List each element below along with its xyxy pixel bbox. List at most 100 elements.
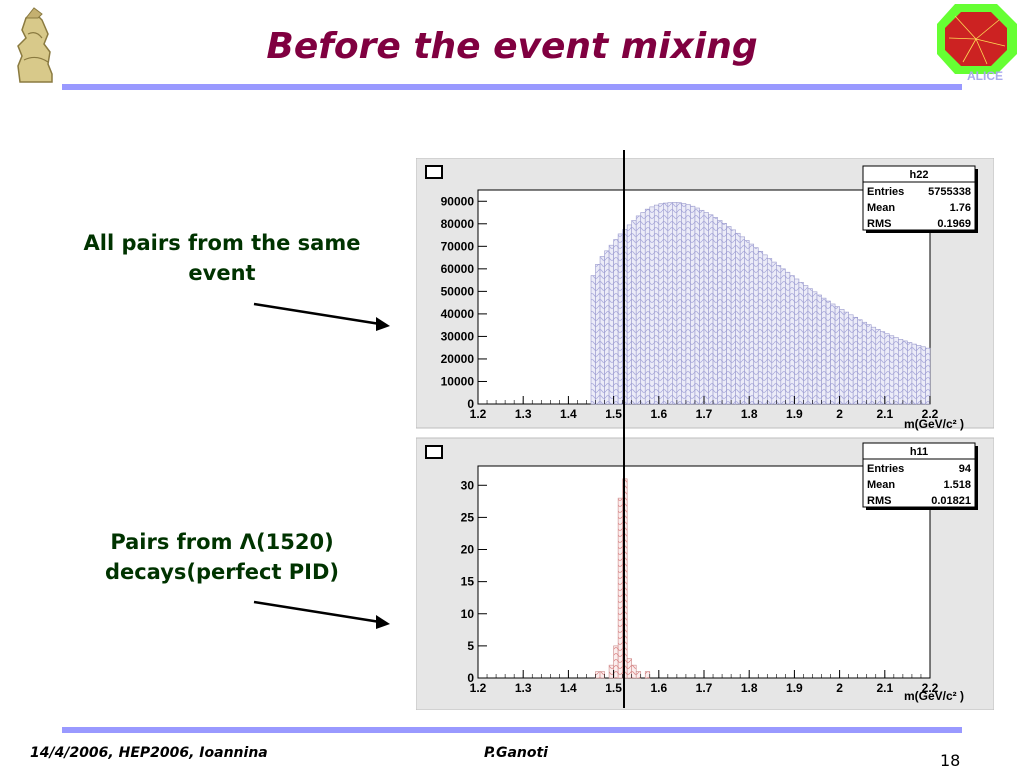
histogram-bin: [635, 671, 642, 679]
histogram-bin: [739, 236, 745, 405]
histogram-bin: [785, 271, 791, 405]
title-divider: [62, 84, 962, 90]
histogram-bin: [726, 226, 732, 405]
histogram-bin: [744, 240, 750, 405]
y-tick-label: 90000: [441, 194, 475, 208]
alice-logo-text: ALICE: [967, 69, 1003, 82]
histogram-bin: [902, 340, 908, 405]
histogram-bin: [916, 345, 922, 405]
y-tick-label: 30000: [441, 329, 475, 343]
x-tick-label: 1.3: [515, 681, 532, 695]
y-tick-label: 10: [461, 607, 475, 621]
x-tick-label: 1.7: [696, 407, 713, 421]
histogram-bin: [776, 265, 782, 405]
histogram-bin: [663, 202, 669, 405]
x-tick-label: 1.3: [515, 407, 532, 421]
histogram-bin: [753, 247, 759, 405]
histogram-bin: [848, 314, 854, 405]
y-tick-label: 5: [467, 639, 474, 653]
histogram-bin: [685, 204, 691, 405]
histogram-bin: [889, 335, 895, 405]
histogram-bin: [834, 306, 840, 405]
arrow-to-bottom-plot: [253, 600, 390, 629]
histogram-bin: [898, 339, 904, 405]
histogram-bin: [812, 291, 818, 405]
stats-value: 0.01821: [931, 495, 971, 507]
y-tick-label: 15: [461, 575, 475, 589]
histogram-bin: [613, 645, 619, 679]
x-tick-label: 1.4: [560, 407, 577, 421]
histogram-bin: [667, 202, 673, 405]
y-tick-label: 0: [467, 671, 474, 685]
histogram-bin: [789, 275, 795, 405]
histogram-bin: [825, 300, 831, 405]
footer-author: P.Ganoti: [484, 745, 548, 761]
x-axis-label: m(GeV/c² ): [904, 417, 964, 431]
histogram-bin: [626, 224, 632, 405]
x-tick-label: 1.4: [560, 681, 577, 695]
arrow-to-top-plot: [253, 302, 390, 331]
x-tick-label: 1.9: [786, 407, 803, 421]
histogram-bin: [816, 294, 822, 405]
stats-value: 0.1969: [937, 218, 971, 230]
x-tick-label: 2.1: [876, 407, 893, 421]
chart-panel: 1.2 1.3 1.4 1.5 1.6 1.7 1.8 1.9 2 2.1 2.2 0 10000 200…: [416, 158, 994, 710]
x-tick-label: 1.2: [470, 407, 487, 421]
stats-label: Mean: [867, 202, 895, 214]
y-tick-label: 25: [461, 510, 475, 524]
histogram-bin: [699, 209, 705, 405]
histogram-bin: [794, 278, 800, 405]
histogram-bin: [771, 261, 777, 405]
y-tick-label: 30: [461, 478, 475, 492]
histogram-bin: [681, 203, 687, 405]
histogram-bin: [870, 326, 877, 405]
stats-box: h11 Entries 94 Mean 1.518 RMS 0.01821: [862, 442, 978, 510]
histogram-bin: [861, 321, 868, 405]
histogram-bin: [762, 254, 768, 405]
footer-divider: [62, 727, 962, 733]
histogram-bin: [730, 229, 736, 405]
x-tick-label: 2: [836, 407, 843, 421]
histogram-bin: [821, 297, 827, 405]
y-tick-label: 60000: [441, 262, 475, 276]
label-decays: Pairs from Λ(1520) decays(perfect PID): [104, 530, 340, 584]
plot-frame: [477, 465, 931, 679]
x-tick-label: 1.2: [470, 681, 487, 695]
x-tick-label: 2.2: [922, 681, 939, 695]
page-number: 18: [940, 751, 961, 770]
y-tick-label: 50000: [441, 284, 475, 298]
histogram-bin: [830, 303, 836, 405]
slide-title: Before the event mixing: [266, 26, 758, 67]
y-tick-label: 0: [467, 397, 474, 411]
plot-area: 1.2 1.3 1.4 1.5 1.6 1.7 1.8 1.9 2 2.1 2.2 0 10000 200…: [441, 189, 939, 421]
histogram-bin: [631, 664, 637, 679]
x-tick-label: 2: [836, 681, 843, 695]
histogram-bin: [595, 671, 601, 679]
stats-title: h11: [910, 446, 928, 458]
alice-logo-icon: ALICE: [937, 4, 1017, 82]
y-tick-label: 70000: [441, 239, 475, 253]
histogram-bin: [907, 342, 913, 405]
y-tick-label: 10000: [441, 374, 475, 388]
y-tick-label: 20000: [441, 352, 475, 366]
histogram-bin: [617, 497, 623, 679]
histogram-plots: 1.2 1.3 1.4 1.5 1.6 1.7 1.8 1.9 2 2.1 2.2010000200…: [416, 158, 994, 710]
x-tick-label: 1.9: [786, 681, 803, 695]
histogram-bin: [703, 212, 709, 405]
histogram-bin: [658, 203, 664, 405]
stats-label: Entries: [867, 463, 904, 475]
stats-frame: [862, 442, 976, 508]
histogram-bin: [712, 217, 718, 405]
histogram-bin: [803, 285, 809, 405]
histogram-bin: [694, 207, 700, 405]
histogram-bin: [735, 232, 741, 405]
stats-label: RMS: [867, 495, 891, 507]
histogram-bin: [884, 333, 890, 405]
x-tick-label: 1.8: [741, 681, 758, 695]
stats-value: 5755338: [928, 186, 971, 198]
stats-value: 1.76: [950, 202, 971, 214]
y-tick-label: 20: [461, 543, 475, 557]
pad-corner-box: [425, 165, 443, 179]
x-tick-label: 2.2: [922, 407, 939, 421]
x-tick-label: 1.5: [605, 681, 622, 695]
